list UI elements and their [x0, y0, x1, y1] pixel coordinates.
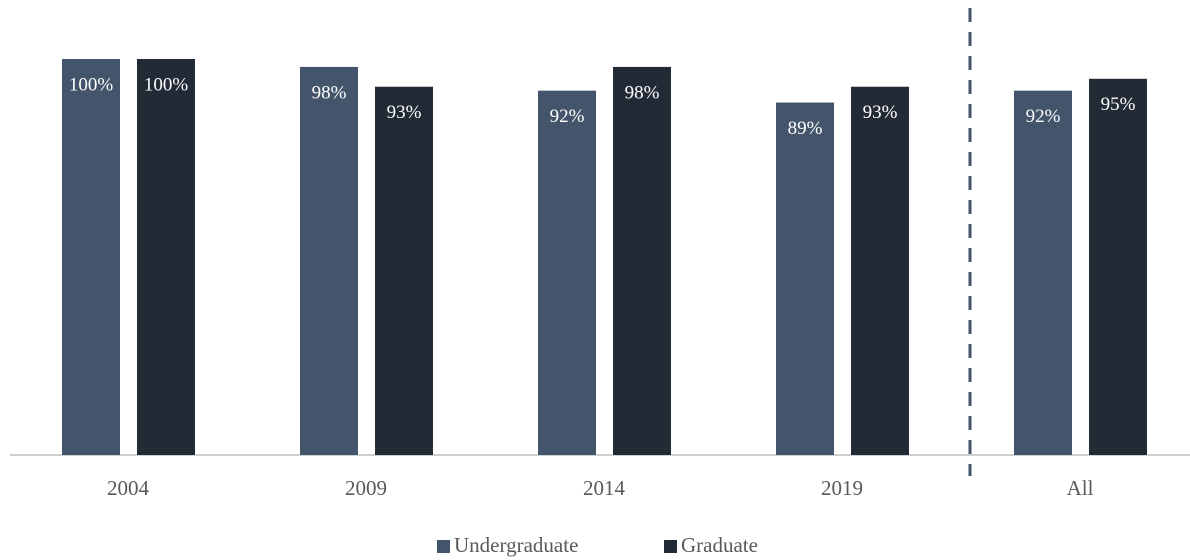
data-label: 98% — [625, 82, 660, 103]
data-label: 98% — [312, 82, 347, 103]
legend-label: Undergraduate — [454, 533, 578, 557]
bar — [851, 86, 909, 455]
legend-label: Graduate — [681, 533, 758, 557]
data-label: 89% — [788, 118, 823, 139]
bar — [1014, 90, 1072, 456]
x-tick-label: 2014 — [583, 476, 626, 500]
data-label: 100% — [69, 74, 114, 95]
data-label: 92% — [550, 106, 585, 127]
bar — [776, 102, 834, 455]
bar — [300, 66, 358, 456]
bar — [538, 90, 596, 456]
data-label: 93% — [387, 102, 422, 123]
legend-swatch — [664, 540, 677, 553]
x-tick-label: 2009 — [345, 476, 387, 500]
data-label: 95% — [1101, 94, 1136, 115]
data-label: 92% — [1026, 106, 1061, 127]
bar — [62, 59, 120, 455]
bar — [137, 59, 195, 455]
bar — [613, 66, 671, 456]
x-tick-label: 2019 — [821, 476, 863, 500]
bar — [375, 86, 433, 455]
x-tick-label: All — [1067, 476, 1094, 500]
legend-swatch — [437, 540, 450, 553]
data-label: 93% — [863, 102, 898, 123]
x-tick-label: 2004 — [107, 476, 150, 500]
bar — [1089, 78, 1147, 456]
data-label: 100% — [144, 74, 189, 95]
